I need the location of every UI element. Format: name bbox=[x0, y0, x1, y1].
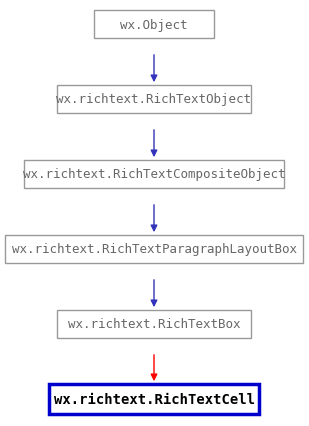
Text: wx.richtext.RichTextBox: wx.richtext.RichTextBox bbox=[68, 318, 240, 331]
FancyBboxPatch shape bbox=[57, 86, 251, 114]
Text: wx.richtext.RichTextCompositeObject: wx.richtext.RichTextCompositeObject bbox=[23, 168, 285, 181]
Text: wx.richtext.RichTextObject: wx.richtext.RichTextObject bbox=[57, 93, 252, 106]
Text: wx.richtext.RichTextParagraphLayoutBox: wx.richtext.RichTextParagraphLayoutBox bbox=[11, 243, 297, 256]
FancyBboxPatch shape bbox=[57, 310, 251, 338]
FancyBboxPatch shape bbox=[5, 236, 303, 263]
FancyBboxPatch shape bbox=[24, 161, 284, 189]
Text: wx.Object: wx.Object bbox=[120, 18, 188, 32]
Text: wx.richtext.RichTextCell: wx.richtext.RichTextCell bbox=[53, 392, 255, 406]
FancyBboxPatch shape bbox=[49, 384, 259, 414]
FancyBboxPatch shape bbox=[94, 11, 214, 39]
